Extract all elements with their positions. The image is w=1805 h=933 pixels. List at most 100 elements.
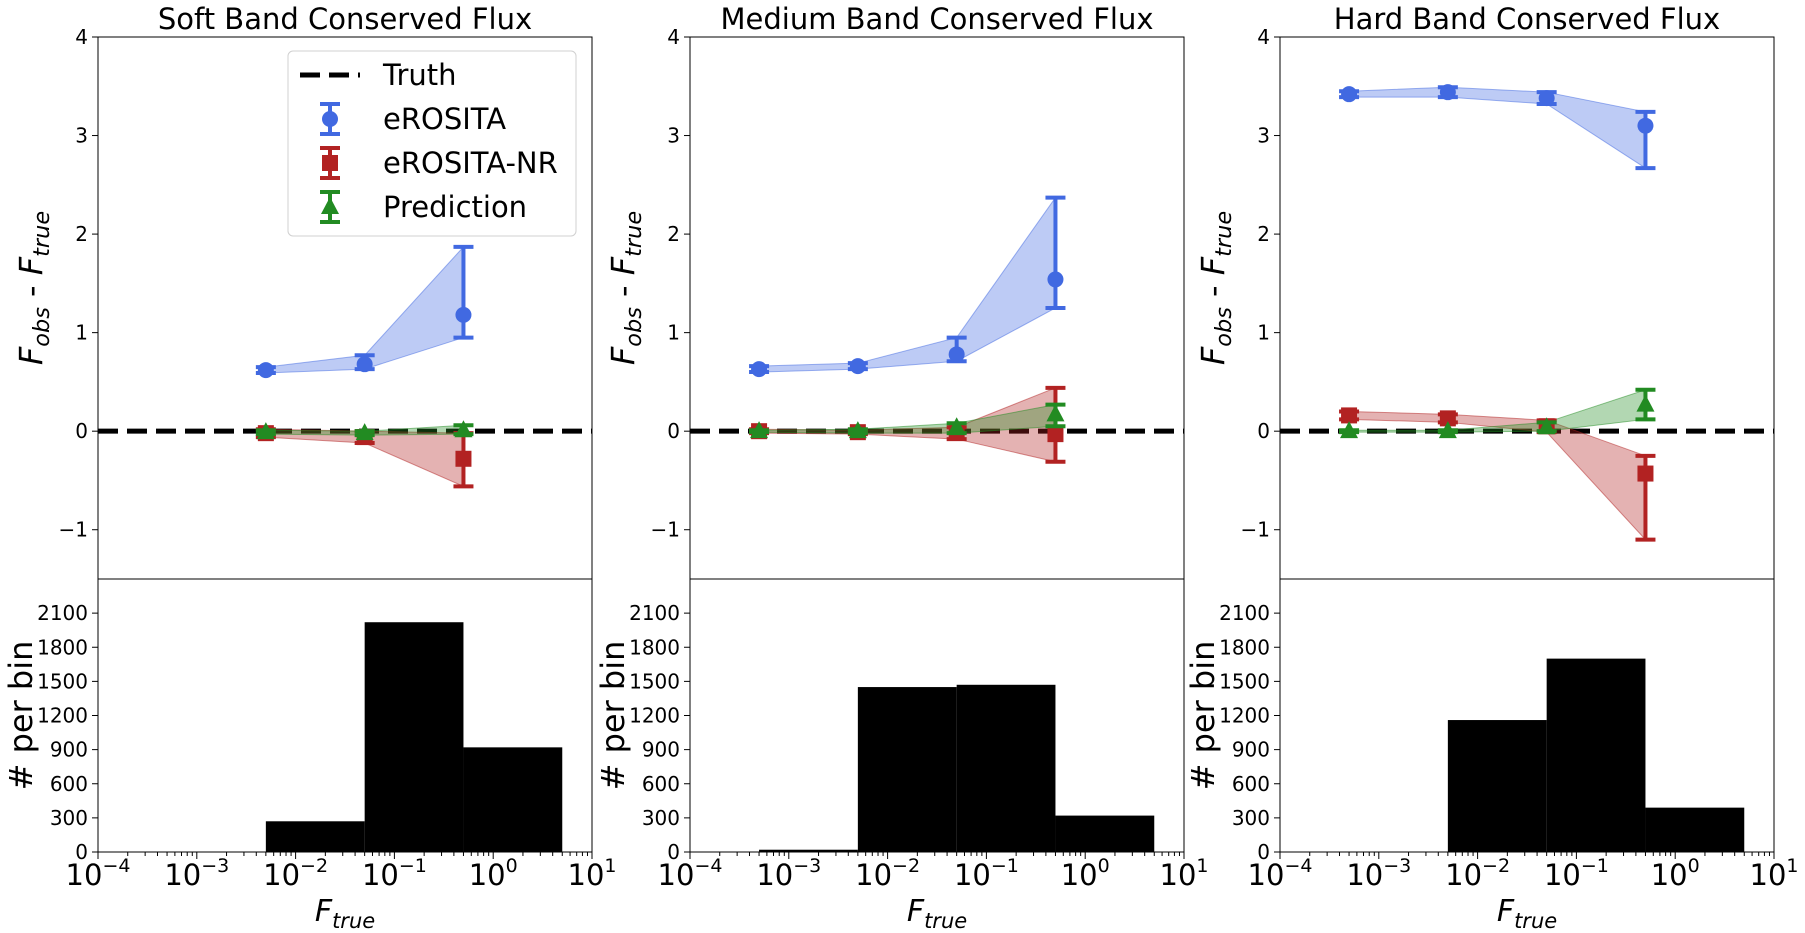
point-prediction	[1537, 417, 1556, 435]
y-tick-label: 3	[75, 124, 88, 148]
legend-label: eROSITA-NR	[383, 146, 558, 180]
x-tick-label: 10−4	[66, 855, 131, 892]
x-tick-label: 10−4	[658, 855, 723, 892]
hist-y-tick-label: 900	[1232, 738, 1270, 762]
hist-y-tick-label: 0	[667, 840, 680, 864]
main-plot-area	[1280, 84, 1774, 542]
panel-title: Hard Band Conserved Flux	[1334, 2, 1720, 36]
hist-bar	[1546, 658, 1646, 852]
hist-y-tick-label: 2100	[1219, 601, 1270, 625]
hist-bar	[463, 747, 563, 852]
point-erosita-nr	[455, 450, 472, 467]
point-prediction	[1046, 404, 1065, 422]
hist-y-tick-label: 1200	[629, 704, 680, 728]
point-erosita	[1047, 271, 1064, 288]
x-axis-label: Ftrue	[315, 894, 375, 933]
main-axes-frame	[689, 36, 1185, 580]
legend-marker	[322, 155, 338, 171]
x-axis-label: Ftrue	[1497, 894, 1557, 933]
x-tick-label: 10−2	[855, 855, 920, 892]
x-tick-label: 100	[1651, 855, 1700, 892]
y-tick-label: 1	[667, 321, 680, 345]
y-axis-label-hist: # per bin	[1184, 641, 1222, 791]
panel-1: Soft Band Conserved Flux −1 0 1 2 3 4 0 300 600 90…	[2, 2, 617, 933]
point-erosita	[1439, 84, 1456, 101]
point-erosita	[356, 356, 373, 373]
legend: Truth eROSITA eROSITA-NR Prediction	[287, 50, 577, 237]
hist-bar	[1055, 815, 1155, 852]
point-prediction	[947, 417, 966, 435]
point-erosita	[1341, 86, 1358, 103]
x-tick-label: 10−1	[362, 855, 427, 892]
point-erosita	[948, 346, 965, 363]
hist-bar	[265, 821, 365, 852]
point-prediction	[454, 420, 473, 438]
y-axis-label-hist: # per bin	[2, 641, 40, 791]
y-tick-label: −1	[59, 518, 88, 542]
hist-bar	[956, 684, 1056, 852]
point-erosita-nr	[1637, 465, 1654, 482]
point-erosita	[257, 362, 274, 379]
hist-y-tick-label: 0	[75, 840, 88, 864]
y-axis-label-main: Fobs - Ftrue	[1194, 211, 1237, 365]
x-tick-label: 101	[1750, 855, 1799, 892]
point-prediction	[1438, 421, 1457, 439]
hist-y-tick-label: 2100	[629, 601, 680, 625]
hist-y-tick-label: 1200	[1219, 704, 1270, 728]
y-tick-label: 1	[1257, 321, 1270, 345]
x-tick-label: 10−3	[756, 855, 821, 892]
x-tick-label: 100	[1061, 855, 1110, 892]
x-tick-label: 10−2	[1445, 855, 1510, 892]
legend-label: eROSITA	[383, 102, 506, 136]
point-erosita-nr	[1439, 410, 1456, 427]
point-erosita	[455, 306, 472, 323]
legend-label: Truth	[382, 58, 457, 92]
y-tick-label: 1	[75, 321, 88, 345]
main-axes-frame	[1279, 36, 1775, 580]
hist-y-tick-label: 1800	[629, 635, 680, 659]
point-prediction	[256, 422, 275, 440]
hist-bar	[1447, 720, 1547, 852]
y-tick-label: 2	[75, 222, 88, 246]
x-axis-label: Ftrue	[907, 894, 967, 933]
legend-marker	[322, 111, 338, 127]
point-erosita	[1637, 117, 1654, 134]
main-plot-area	[98, 244, 592, 489]
point-erosita-nr	[1341, 407, 1358, 424]
hist-bar	[1645, 807, 1745, 852]
panel-2: Medium Band Conserved Flux −1 0 1 2 3 4 0 300 600…	[594, 2, 1209, 933]
x-tick-label: 100	[469, 855, 518, 892]
y-tick-label: 0	[1257, 419, 1270, 443]
y-tick-label: 0	[667, 419, 680, 443]
hist-y-tick-label: 600	[642, 772, 680, 796]
y-tick-label: 4	[1257, 25, 1270, 49]
x-tick-label: 10−3	[164, 855, 229, 892]
x-tick-label: 10−1	[1544, 855, 1609, 892]
point-erosita-nr	[1047, 426, 1064, 443]
hist-y-tick-label: 900	[642, 738, 680, 762]
point-erosita	[751, 361, 768, 378]
hist-y-tick-label: 300	[50, 806, 88, 830]
hist-bar	[364, 622, 464, 852]
panel-3: Hard Band Conserved Flux −1 0 1 2 3 4 0 300 600 90…	[1184, 2, 1799, 933]
x-tick-label: 101	[568, 855, 617, 892]
y-tick-label: 2	[667, 222, 680, 246]
y-tick-label: 4	[667, 25, 680, 49]
point-prediction	[1340, 421, 1359, 439]
hist-y-tick-label: 1800	[1219, 635, 1270, 659]
point-erosita	[849, 358, 866, 375]
hist-y-tick-label: 1500	[629, 669, 680, 693]
point-prediction	[848, 421, 867, 439]
x-tick-label: 10−4	[1248, 855, 1313, 892]
hist-y-tick-label: 1200	[37, 704, 88, 728]
hist-y-tick-label: 1500	[1219, 669, 1270, 693]
x-tick-label: 10−2	[263, 855, 328, 892]
hist-y-tick-label: 1800	[37, 635, 88, 659]
x-tick-label: 10−1	[954, 855, 1019, 892]
hist-y-tick-label: 300	[1232, 806, 1270, 830]
point-erosita	[1538, 90, 1555, 107]
hist-y-tick-label: 600	[50, 772, 88, 796]
hist-y-tick-label: 1500	[37, 669, 88, 693]
panel-title: Soft Band Conserved Flux	[158, 2, 532, 36]
